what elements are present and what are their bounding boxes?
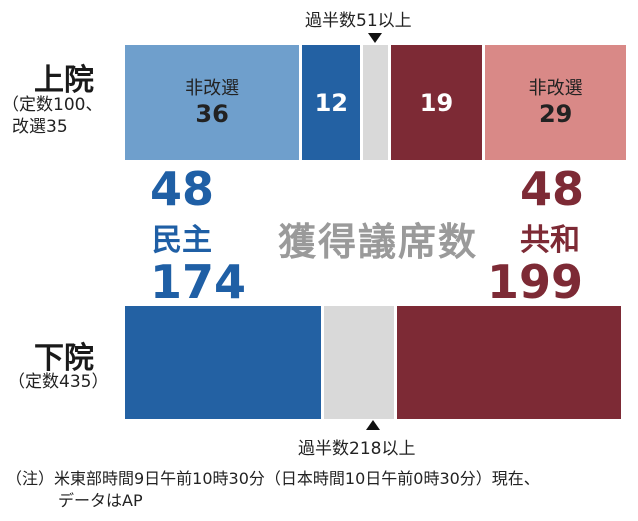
rep-senate-seats: 48	[520, 162, 585, 216]
bar-segment-4: 19	[390, 45, 483, 160]
house-subtitle: （定数435）	[8, 372, 109, 392]
rep-house-seats: 199	[487, 255, 584, 309]
senate-subtitle-line-1: （定数100、	[2, 95, 103, 115]
bar-segment-label: 非改選	[528, 77, 583, 99]
note-line-1: （注）米東部時間9日午前10時30分（日本時間10日午前0時30分）現在、	[6, 469, 540, 488]
center-title: 獲得議席数	[278, 220, 479, 264]
dem-senate-seats: 48	[150, 162, 215, 216]
bar-segment-2	[324, 306, 394, 419]
house-majority-marker	[366, 420, 380, 430]
bar-segment-value: 12	[314, 88, 348, 117]
senate-title: 上院	[34, 63, 94, 98]
house-majority-label: 過半数218以上	[298, 439, 416, 459]
dem-party-label: 民主	[152, 223, 212, 258]
senate-majority-label: 過半数51以上	[305, 11, 412, 31]
house-title: 下院	[34, 341, 94, 376]
bar-segment-value: 19	[419, 88, 454, 117]
senate-bar-chart: 非改選 36 12 19 非改選 29	[125, 45, 626, 160]
senate-majority-marker	[368, 33, 383, 43]
senate-subtitle-line-2: 改選35	[12, 117, 68, 137]
dem-house-seats: 174	[150, 255, 247, 309]
bar-segment-1	[125, 306, 321, 419]
bar-segment-3	[363, 45, 388, 160]
bar-segment-3	[396, 306, 621, 419]
bar-segment-value: 36	[195, 99, 229, 128]
bar-segment-5: 非改選 29	[485, 45, 626, 160]
bar-segment-label: 非改選	[185, 77, 240, 99]
bar-segment-1: 非改選 36	[125, 45, 300, 160]
rep-party-label: 共和	[520, 223, 580, 258]
house-bar-chart	[125, 306, 621, 419]
note-line-2: データはAP	[58, 491, 143, 510]
bar-segment-value: 29	[538, 99, 573, 128]
bar-segment-2: 12	[302, 45, 361, 160]
